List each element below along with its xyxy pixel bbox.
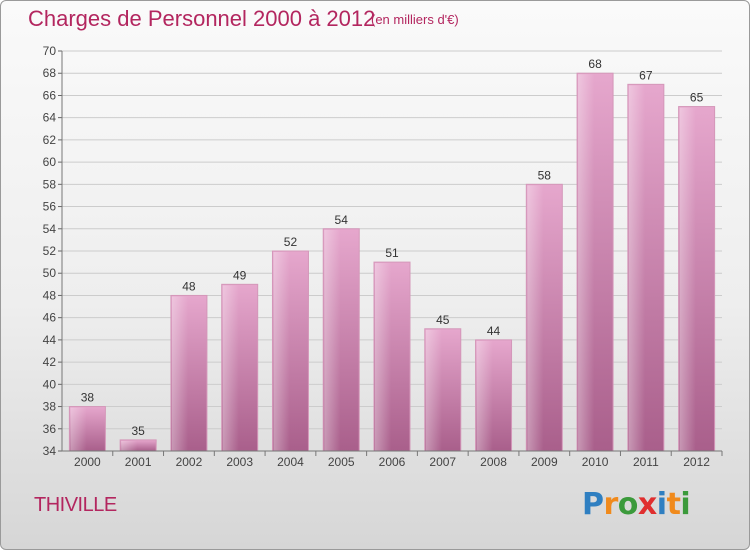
y-tick-label: 44 — [43, 333, 57, 347]
y-tick-label: 36 — [43, 422, 57, 436]
bar-value-label: 58 — [538, 168, 552, 182]
y-tick-label: 64 — [43, 111, 57, 125]
bar-value-label: 52 — [284, 235, 298, 249]
proxiti-logo: Proxiti — [582, 487, 691, 522]
y-tick-label: 40 — [43, 377, 57, 391]
y-tick-label: 54 — [43, 222, 57, 236]
x-tick-label: 2012 — [683, 455, 710, 469]
bar-highlight — [324, 229, 341, 451]
commune-name: THIVILLE — [34, 494, 117, 516]
bar-highlight — [679, 107, 696, 452]
y-tick-label: 70 — [43, 44, 57, 58]
logo-letter: i — [656, 487, 667, 522]
bar-highlight — [628, 85, 646, 451]
x-tick-label: 2004 — [277, 455, 304, 469]
bar-highlight — [273, 252, 290, 451]
axes — [58, 50, 723, 456]
bar-highlight — [476, 340, 493, 451]
bar-highlight — [70, 407, 87, 451]
bar-value-label: 48 — [182, 279, 196, 293]
logo-letter: i — [680, 487, 691, 522]
logo-letter: P — [582, 487, 604, 522]
bars — [68, 72, 716, 452]
y-tick-label: 60 — [43, 155, 57, 169]
bar-highlight — [222, 285, 239, 451]
bar-value-label: 49 — [233, 268, 247, 282]
y-tick-label: 42 — [43, 355, 57, 369]
bar-value-label: 54 — [335, 213, 349, 227]
y-tick-label: 68 — [43, 66, 57, 80]
y-tick-label: 50 — [43, 266, 57, 280]
bar-value-label: 51 — [385, 246, 399, 260]
bar-highlight — [425, 329, 442, 451]
y-tick-label: 62 — [43, 133, 57, 147]
bar-value-label: 44 — [487, 324, 501, 338]
chart-title: Charges de Personnel 2000 à 2012 — [28, 6, 376, 31]
bar-value-label: 67 — [639, 68, 653, 82]
y-tick-label: 48 — [43, 288, 57, 302]
bar-highlight — [375, 263, 392, 451]
bar-highlight — [121, 440, 138, 451]
y-tick-label: 46 — [43, 311, 57, 325]
x-tick-label: 2011 — [633, 455, 659, 469]
logo-letter: r — [603, 487, 619, 522]
y-tick-label: 38 — [43, 400, 57, 414]
bar-highlight — [578, 74, 595, 451]
bar-highlight — [527, 185, 544, 452]
bar-value-label: 65 — [690, 91, 704, 105]
y-tick-label: 34 — [43, 444, 57, 458]
logo-letter: o — [617, 487, 639, 522]
logo-letter: x — [637, 487, 657, 522]
x-tick-label: 2006 — [379, 455, 406, 469]
x-tick-label: 2001 — [125, 455, 152, 469]
logo-letter: t — [666, 487, 681, 522]
y-tick-label: 56 — [43, 200, 57, 214]
bar-value-label: 68 — [588, 57, 602, 71]
x-tick-label: 2007 — [429, 455, 456, 469]
bar-highlight — [171, 296, 189, 451]
x-tick-label: 2005 — [328, 455, 355, 469]
chart-subtitle: (en milliers d'€) — [371, 12, 459, 27]
x-tick-label: 2008 — [480, 455, 507, 469]
x-tick-label: 2003 — [226, 455, 253, 469]
x-tick-label: 2010 — [582, 455, 609, 469]
x-tick-label: 2002 — [176, 455, 203, 469]
labels: 34 36 38 40 42 44 46 48 50 52 54 56 58 60 62 64 66 68 70 38… — [43, 44, 711, 469]
bar-value-label: 38 — [81, 391, 95, 405]
y-tick-label: 66 — [43, 88, 57, 102]
x-tick-label: 2009 — [531, 455, 558, 469]
bar-value-label: 35 — [131, 424, 145, 438]
bar-value-label: 45 — [436, 313, 450, 327]
y-tick-label: 58 — [43, 177, 57, 191]
y-tick-label: 52 — [43, 244, 57, 258]
x-tick-label: 2000 — [74, 455, 101, 469]
